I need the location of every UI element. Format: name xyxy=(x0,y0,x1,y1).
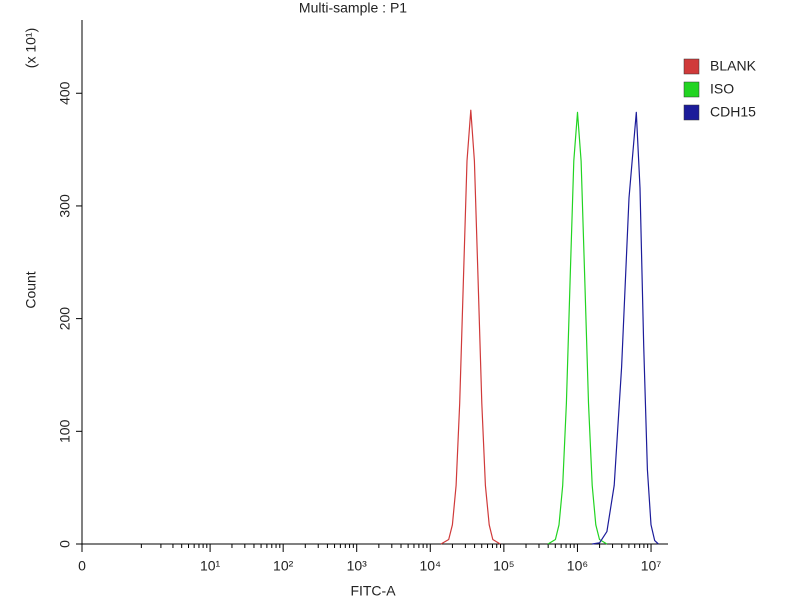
x-tick-label: 10¹ xyxy=(200,558,221,574)
legend-swatch xyxy=(683,58,700,75)
y-tick-label: 300 xyxy=(57,194,73,218)
legend-swatch xyxy=(683,81,700,98)
x-axis-label: FITC-A xyxy=(350,583,396,599)
x-tick-label: 10⁵ xyxy=(493,558,514,574)
legend-label: ISO xyxy=(710,81,734,97)
x-tick-label: 10⁷ xyxy=(641,558,662,574)
legend-label: CDH15 xyxy=(710,104,756,120)
x-tick-label: 10² xyxy=(273,558,294,574)
legend-label: BLANK xyxy=(710,58,757,74)
histogram-line xyxy=(547,111,608,545)
y-tick-label: 0 xyxy=(57,540,73,548)
x-tick-label: 10³ xyxy=(347,558,368,574)
histogram-line xyxy=(592,111,659,545)
histogram-line xyxy=(440,109,501,545)
y-axis-multiplier: (x 10¹) xyxy=(23,28,39,68)
legend-swatch xyxy=(683,104,700,121)
chart-title: Multi-sample : P1 xyxy=(299,0,407,16)
y-tick-label: 400 xyxy=(57,81,73,105)
x-tick-label: 0 xyxy=(78,558,86,574)
x-tick-label: 10⁶ xyxy=(567,558,588,574)
y-tick-label: 100 xyxy=(57,419,73,443)
y-tick-label: 200 xyxy=(57,307,73,331)
y-axis-label: Count xyxy=(23,271,39,308)
x-tick-label: 10⁴ xyxy=(419,558,441,574)
